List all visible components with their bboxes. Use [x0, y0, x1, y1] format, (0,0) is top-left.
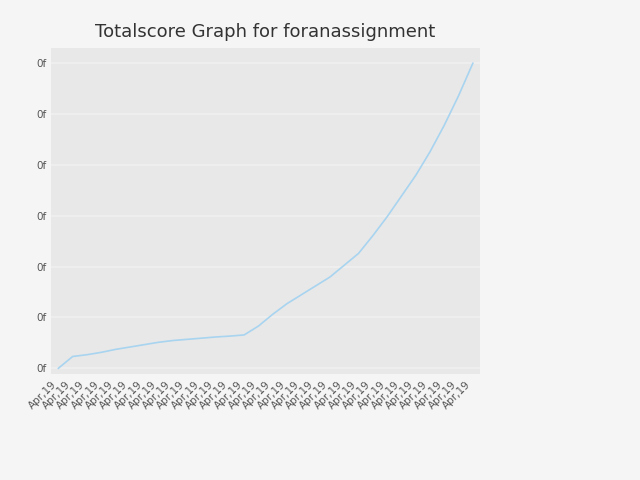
foranassignment	[269, 312, 276, 317]
foranassignment	[469, 60, 477, 66]
foranassignment	[241, 332, 248, 338]
foranassignment	[126, 344, 134, 350]
foranassignment	[169, 337, 177, 343]
foranassignment	[298, 292, 305, 298]
foranassignment	[212, 334, 220, 340]
foranassignment	[97, 349, 105, 355]
foranassignment	[112, 347, 120, 352]
foranassignment	[197, 336, 205, 341]
foranassignment	[140, 342, 148, 348]
foranassignment	[284, 301, 291, 307]
foranassignment	[369, 233, 376, 239]
foranassignment	[83, 352, 91, 358]
foranassignment	[440, 122, 448, 128]
Title: Totalscore Graph for foranassignment: Totalscore Graph for foranassignment	[95, 23, 436, 41]
foranassignment	[355, 251, 362, 256]
Line: foranassignment: foranassignment	[58, 63, 473, 368]
foranassignment	[226, 333, 234, 339]
foranassignment	[155, 339, 163, 345]
foranassignment	[454, 93, 462, 98]
foranassignment	[312, 283, 319, 289]
foranassignment	[426, 149, 434, 155]
foranassignment	[397, 193, 405, 199]
foranassignment	[183, 336, 191, 342]
foranassignment	[54, 365, 62, 371]
foranassignment	[340, 263, 348, 268]
foranassignment	[326, 274, 334, 280]
foranassignment	[383, 214, 391, 220]
foranassignment	[255, 323, 262, 329]
foranassignment	[412, 173, 420, 179]
foranassignment	[69, 354, 77, 360]
